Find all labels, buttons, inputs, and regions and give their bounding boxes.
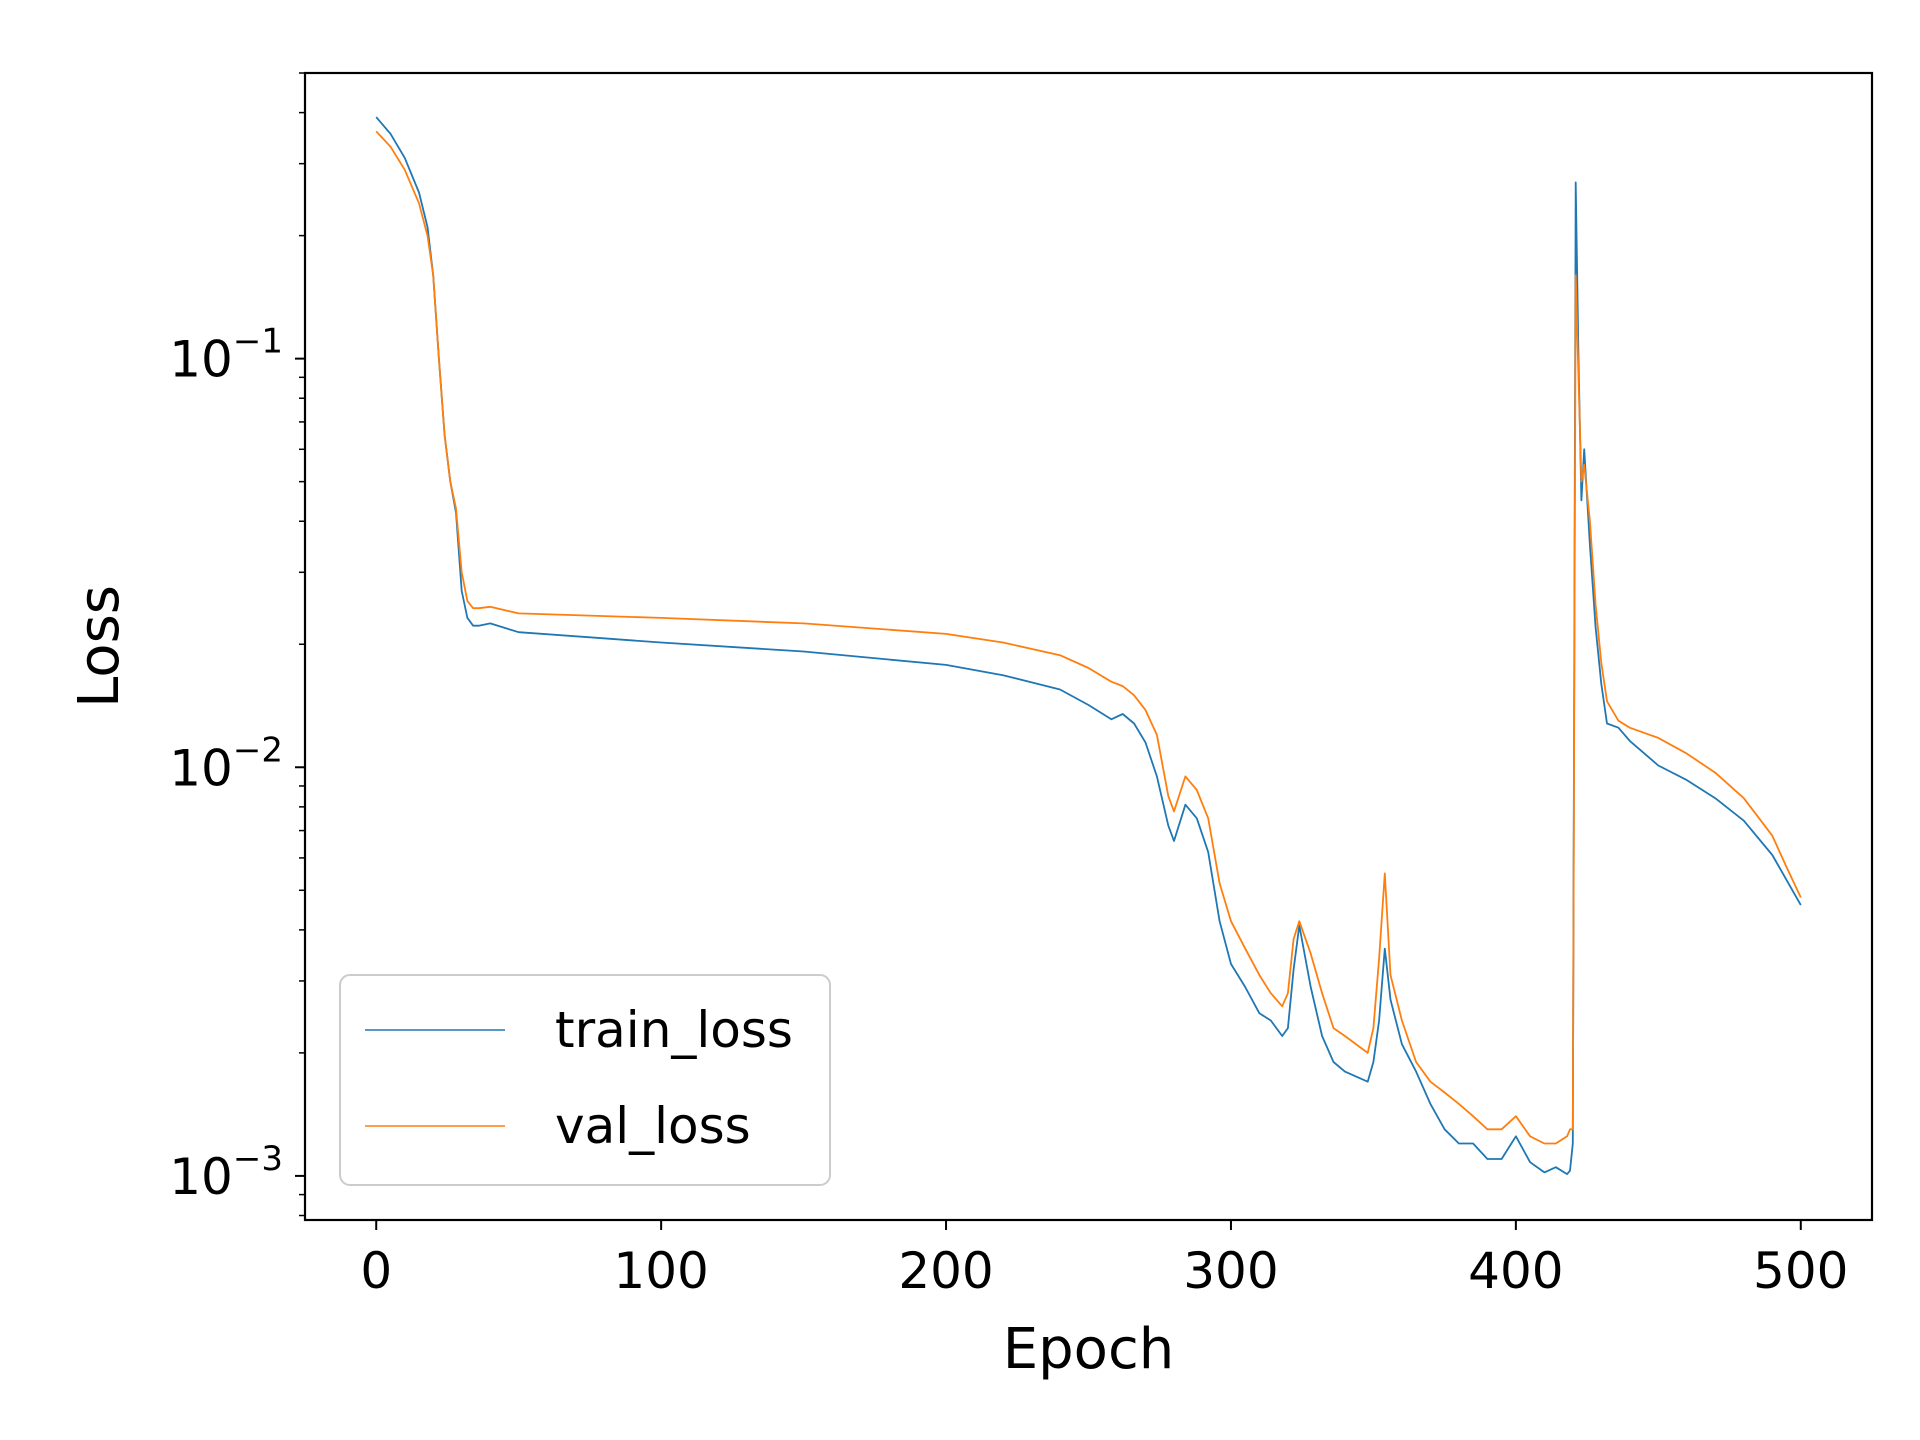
y-tick-exponent: −1 bbox=[233, 322, 283, 362]
plot-frame bbox=[303, 71, 1874, 1222]
x-tick-label: 300 bbox=[1183, 1242, 1278, 1300]
x-tick-label: 200 bbox=[898, 1242, 993, 1300]
y-tick-exponent: −3 bbox=[233, 1139, 283, 1179]
x-axis-ticks: 0 100 200 300 400 500 bbox=[360, 1220, 1848, 1300]
x-tick-label: 500 bbox=[1753, 1242, 1848, 1300]
y-tick-label: 10−2 bbox=[169, 730, 283, 797]
series-layer bbox=[375, 116, 1802, 1175]
x-tick-label: 100 bbox=[613, 1242, 708, 1300]
legend-box bbox=[339, 974, 831, 1186]
x-tick-label: 0 bbox=[360, 1242, 392, 1300]
y-axis-ticks: 10−110−210−3 bbox=[169, 72, 305, 1217]
y-axis-label: Loss bbox=[67, 585, 132, 708]
y-tick-base: 10 bbox=[169, 1148, 233, 1206]
y-tick-exponent: −2 bbox=[233, 730, 283, 770]
y-tick-label: 10−1 bbox=[169, 322, 283, 389]
legend-label-train-loss: train_loss bbox=[555, 1001, 793, 1059]
series-line-train-loss bbox=[375, 116, 1802, 1175]
y-tick-base: 10 bbox=[169, 739, 233, 797]
legend: train_loss val_loss bbox=[339, 974, 831, 1186]
x-axis-label: Epoch bbox=[1003, 1317, 1174, 1382]
series-line-val-loss bbox=[375, 130, 1802, 1145]
y-tick-base: 10 bbox=[169, 331, 233, 389]
y-tick-label: 10−3 bbox=[169, 1139, 283, 1206]
x-tick-label: 400 bbox=[1468, 1242, 1563, 1300]
legend-label-val-loss: val_loss bbox=[555, 1097, 751, 1155]
